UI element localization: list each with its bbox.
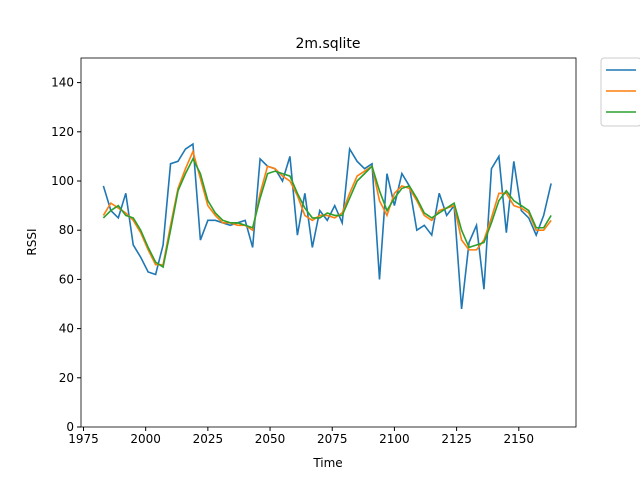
x-tick-label: 2000 [130,432,161,446]
x-tick-label: 1975 [68,432,99,446]
y-tick-label: 20 [59,371,74,385]
x-tick-label: 2125 [441,432,472,446]
plot-frame [80,57,577,428]
x-tick-label: 2025 [193,432,224,446]
x-tick-label: 2100 [379,432,410,446]
y-axis-label: RSSI [25,228,39,255]
y-tick-label: 40 [59,322,74,336]
x-tick-label: 2050 [255,432,286,446]
x-tick-label: 2075 [317,432,348,446]
chart-title: 2m.sqlite [295,36,360,52]
y-tick-label: 60 [59,272,74,286]
y-tick-label: 80 [59,223,74,237]
legend [600,57,640,127]
y-tick-label: 120 [51,125,74,139]
y-tick-label: 100 [51,174,74,188]
series-line [102,142,552,310]
series-line [102,157,552,269]
x-tick-label: 2150 [504,432,535,446]
y-tick-label: 140 [51,76,74,90]
x-axis-label: Time [312,456,342,470]
series-line [102,149,552,266]
y-tick-label: 0 [66,420,74,434]
